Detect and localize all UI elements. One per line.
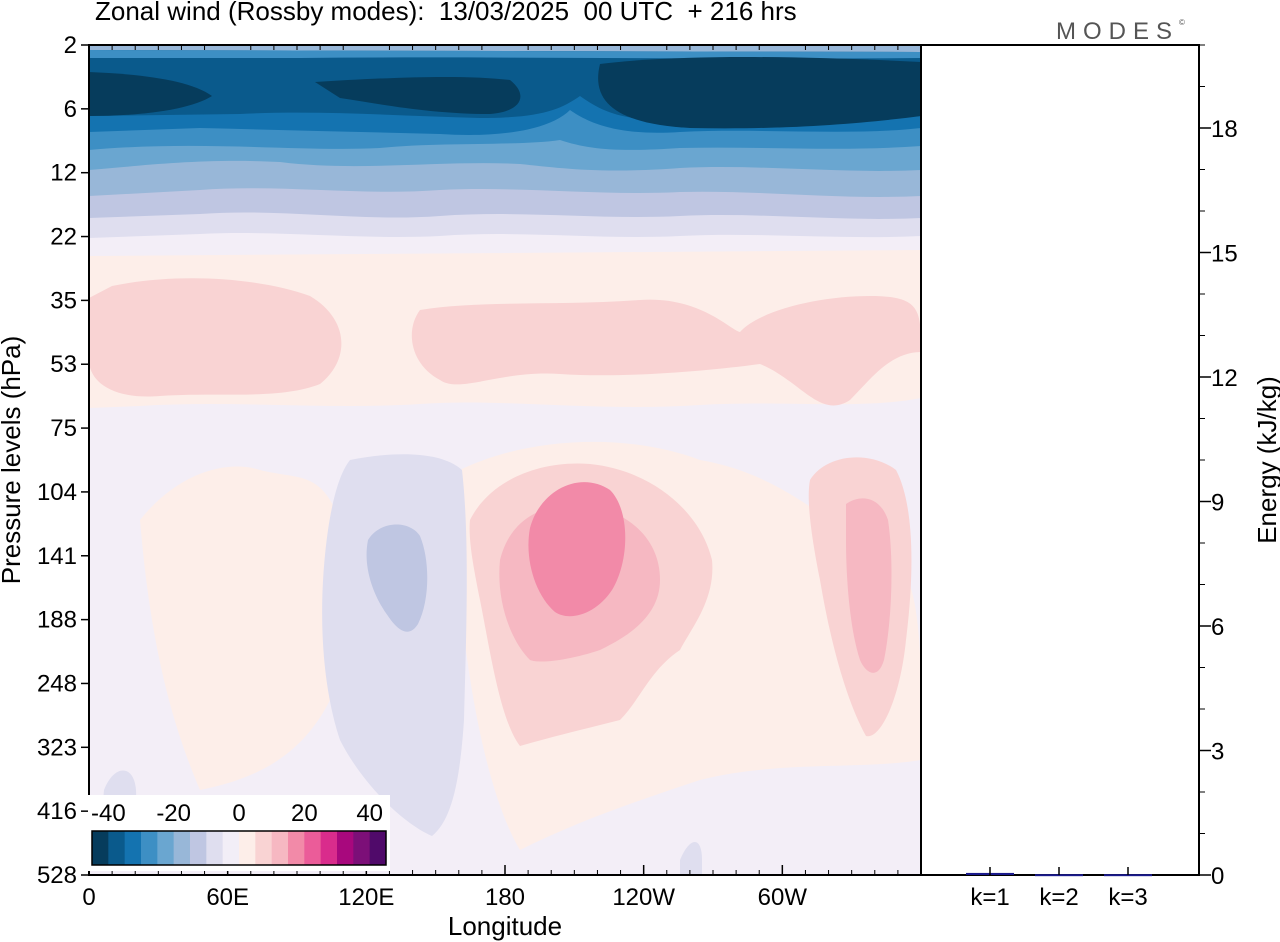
core-neg-1 — [89, 72, 212, 116]
colorbar-swatch — [239, 831, 256, 865]
colorbar-frame — [91, 830, 387, 866]
band-positive-lower — [140, 466, 340, 790]
bar-frame — [920, 44, 1200, 876]
y-axis-label: Pressure levels (hPa) — [0, 336, 26, 585]
energy-tick-label: 18 — [1211, 116, 1238, 143]
jet-a-core — [528, 482, 626, 617]
energy-tick-label: 0 — [1211, 863, 1224, 890]
colorbar-tick-label: 20 — [291, 800, 318, 827]
core-neg-3 — [598, 57, 921, 129]
chart-title: Zonal wind (Rossby modes): 13/03/2025 00… — [95, 0, 797, 26]
energy-bar — [1035, 874, 1083, 877]
colorbar-tick-label: 40 — [356, 800, 383, 827]
y-tick-label: 75 — [50, 415, 77, 442]
colorbar: -40 -20 0 20 40 — [88, 795, 390, 871]
column-neg — [322, 454, 467, 836]
band-neg-top-mid — [89, 50, 921, 59]
y-tick-label: 188 — [37, 607, 77, 634]
colorbar-swatch — [190, 831, 207, 865]
colorbar-swatch — [157, 831, 175, 865]
colorbar-tick-label: 0 — [232, 800, 245, 827]
colorbar-swatch — [288, 831, 305, 865]
logo-text: MODES — [1056, 18, 1180, 45]
x-tick-label: 120W — [612, 884, 675, 911]
y-tick-label: 2 — [64, 32, 77, 59]
y-tick-label: 6 — [64, 96, 77, 123]
logo-mark: © — [1179, 18, 1185, 27]
y-tick-label: 416 — [37, 798, 77, 825]
colorbar-swatch — [369, 831, 387, 865]
y-tick-label: 248 — [37, 670, 77, 697]
colorbar-swatch — [173, 831, 191, 865]
colorbar-swatch — [108, 831, 126, 865]
bar-category-label: k=3 — [1108, 884, 1147, 911]
colorbar-swatch — [206, 831, 224, 865]
core-neg-2 — [315, 76, 521, 114]
y-tick-label: 53 — [50, 351, 77, 378]
energy-tick-label: 15 — [1211, 241, 1238, 268]
colorbar-swatch — [304, 831, 322, 865]
colorbar-swatch — [222, 831, 240, 865]
colorbar-swatch — [92, 831, 109, 865]
colorbar-tick-label: -40 — [91, 800, 126, 827]
y-axis: 2 6 12 22 35 53 75 104 141 188 248 323 416 528 — [37, 32, 89, 889]
x-axis-label: Longitude — [448, 911, 562, 941]
y-tick-label: 22 — [50, 224, 77, 251]
energy-axis: 0 3 6 9 12 15 18 — [1199, 44, 1238, 890]
y-tick-label: 12 — [50, 160, 77, 187]
x-axis: 0 60E 120E 180 120W 60W — [82, 45, 899, 911]
lobe-pos-west — [89, 278, 342, 397]
energy-bar — [1104, 874, 1152, 877]
colorbar-swatch — [337, 831, 354, 865]
colorbar-swatch — [141, 831, 158, 865]
y-tick-label: 528 — [37, 862, 77, 889]
colorbar-swatch — [353, 831, 371, 865]
spot-neg-se — [680, 842, 702, 875]
jet-b-core — [846, 498, 892, 673]
energy-tick-label: 6 — [1211, 614, 1224, 641]
x-tick-label: 0 — [82, 884, 95, 911]
energy-bars: k=1 k=2 k=3 — [966, 867, 1152, 911]
energy-tick-label: 3 — [1211, 739, 1224, 766]
modes-logo: MODES© — [1056, 18, 1185, 46]
colorbar-swatch — [255, 831, 273, 865]
colorbar-swatch — [124, 831, 142, 865]
bar-category-label: k=2 — [1039, 884, 1078, 911]
colorbar-tick-label: -20 — [156, 800, 191, 827]
contour-field — [89, 45, 921, 875]
colorbar-swatch — [271, 831, 289, 865]
lobe-pos-east — [411, 296, 921, 406]
x-tick-label: 60E — [206, 884, 249, 911]
energy-tick-label: 12 — [1211, 365, 1238, 392]
y-tick-label: 141 — [37, 543, 77, 570]
y-tick-label: 323 — [37, 734, 77, 761]
x-tick-label: 120E — [338, 884, 394, 911]
y-tick-label: 35 — [50, 287, 77, 314]
column-neg-core — [366, 524, 428, 632]
x-tick-label: 60W — [758, 884, 808, 911]
x-tick-label: 180 — [485, 884, 525, 911]
bar-category-label: k=1 — [970, 884, 1009, 911]
colorbar-swatch — [320, 831, 338, 865]
energy-tick-label: 9 — [1211, 490, 1224, 517]
y-tick-label: 104 — [37, 479, 77, 506]
energy-axis-label: Energy (kJ/kg) — [1252, 376, 1280, 544]
